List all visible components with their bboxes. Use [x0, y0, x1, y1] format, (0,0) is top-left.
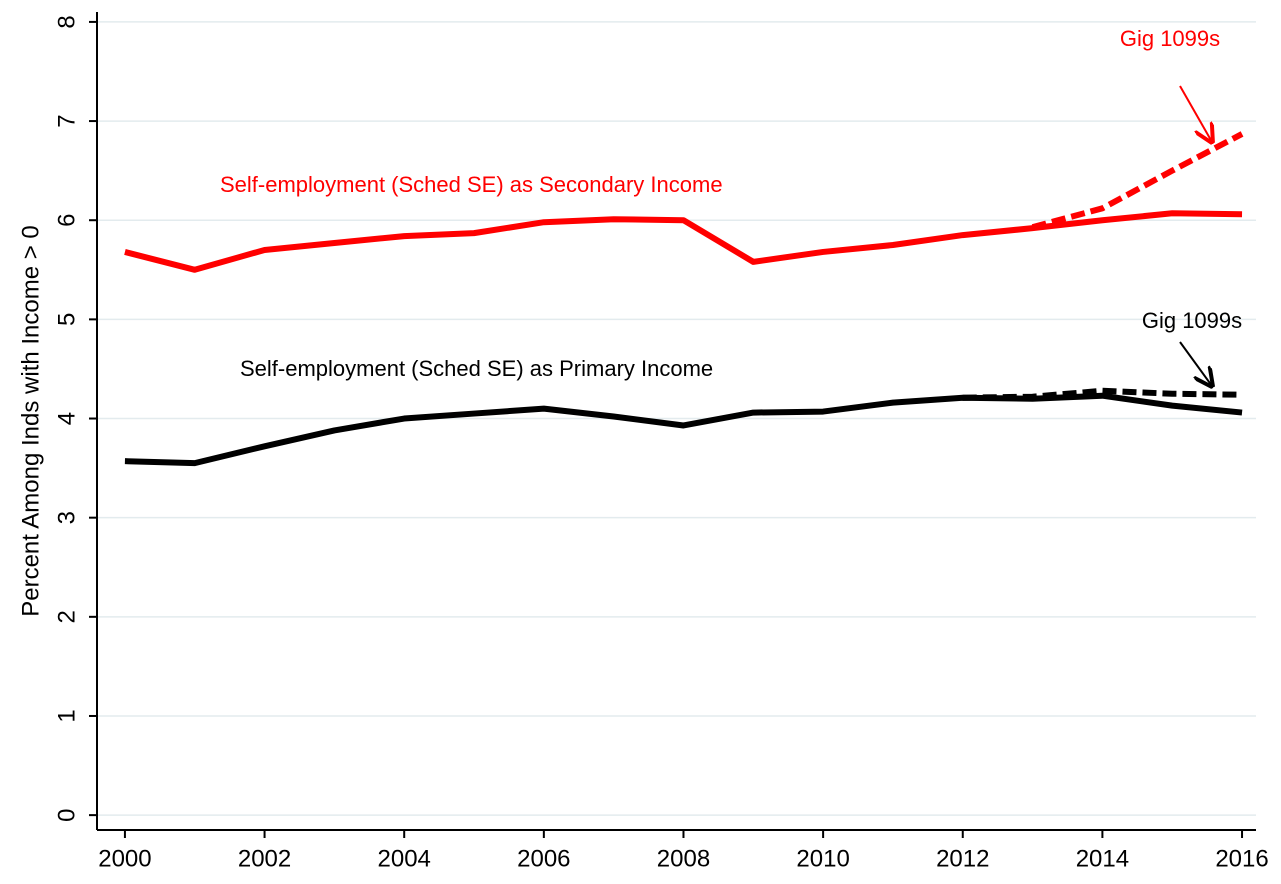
x-tick-label: 2006 [517, 845, 570, 872]
annotation: Gig 1099s [1120, 26, 1220, 51]
y-tick-label: 7 [53, 114, 80, 127]
series-line [1031, 131, 1244, 231]
x-tick-label: 2002 [238, 845, 291, 872]
y-tick-label: 8 [53, 15, 80, 28]
series-line [124, 210, 1243, 273]
x-tick-label: 2008 [657, 845, 710, 872]
x-tick-label: 2010 [796, 845, 849, 872]
grid [97, 21, 1256, 816]
y-axis-label: Percent Among Inds with Income > 0 [17, 225, 44, 617]
arrow [1179, 85, 1212, 142]
x-tick-label: 2000 [98, 845, 151, 872]
series-line [124, 392, 1243, 467]
arrow [1179, 341, 1212, 386]
x-tick-label: 2012 [936, 845, 989, 872]
x-tick-label: 2014 [1076, 845, 1129, 872]
annotation: Self-employment (Sched SE) as Primary In… [240, 356, 713, 381]
y-tick-label: 0 [53, 808, 80, 821]
y-tick-label: 2 [53, 610, 80, 623]
y-tick-label: 6 [53, 214, 80, 227]
x-tick-label: 2016 [1215, 845, 1268, 872]
y-tick-label: 3 [53, 511, 80, 524]
y-tick-label: 1 [53, 709, 80, 722]
annotation: Gig 1099s [1142, 308, 1242, 333]
y-tick-label: 5 [53, 313, 80, 326]
lines [124, 131, 1244, 467]
y-tick-label: 4 [53, 412, 80, 425]
x-tick-label: 2004 [378, 845, 431, 872]
annotation: Self-employment (Sched SE) as Secondary … [220, 172, 723, 197]
